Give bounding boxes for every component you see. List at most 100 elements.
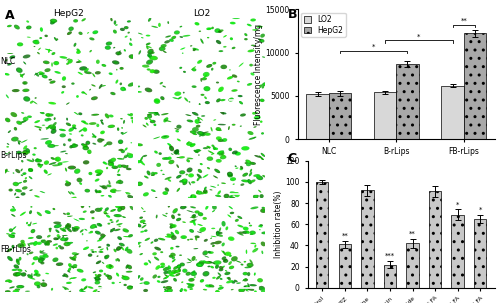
Text: ***: ***: [385, 253, 395, 259]
Ellipse shape: [144, 176, 148, 178]
Ellipse shape: [42, 75, 48, 78]
Text: HepG2: HepG2: [54, 9, 84, 18]
Ellipse shape: [136, 181, 143, 186]
Ellipse shape: [190, 174, 192, 176]
Ellipse shape: [220, 110, 224, 115]
Ellipse shape: [151, 174, 155, 176]
Ellipse shape: [167, 287, 170, 288]
Ellipse shape: [97, 174, 100, 175]
Ellipse shape: [95, 274, 98, 277]
Ellipse shape: [63, 77, 65, 80]
Ellipse shape: [76, 269, 84, 273]
Ellipse shape: [166, 288, 173, 292]
Ellipse shape: [170, 247, 173, 250]
Ellipse shape: [218, 153, 219, 154]
Ellipse shape: [81, 143, 85, 146]
Ellipse shape: [251, 285, 255, 286]
Ellipse shape: [170, 224, 172, 225]
Ellipse shape: [92, 73, 96, 77]
Ellipse shape: [244, 261, 246, 263]
Ellipse shape: [18, 182, 21, 184]
Ellipse shape: [140, 156, 143, 161]
Ellipse shape: [198, 212, 203, 216]
Ellipse shape: [125, 27, 128, 28]
Ellipse shape: [208, 261, 215, 264]
Ellipse shape: [29, 242, 34, 245]
Ellipse shape: [64, 273, 68, 278]
Ellipse shape: [260, 208, 267, 213]
Ellipse shape: [155, 100, 159, 102]
Ellipse shape: [80, 288, 83, 291]
Ellipse shape: [255, 245, 256, 247]
Ellipse shape: [239, 225, 242, 227]
Ellipse shape: [231, 197, 234, 199]
Ellipse shape: [153, 69, 160, 74]
Ellipse shape: [162, 174, 164, 175]
Ellipse shape: [236, 153, 240, 155]
Ellipse shape: [98, 236, 104, 240]
Ellipse shape: [162, 97, 164, 99]
Ellipse shape: [240, 168, 242, 170]
Ellipse shape: [262, 207, 264, 209]
Ellipse shape: [43, 280, 44, 281]
Ellipse shape: [240, 183, 244, 186]
Ellipse shape: [204, 272, 208, 275]
Ellipse shape: [188, 239, 189, 240]
Ellipse shape: [175, 151, 178, 153]
Ellipse shape: [53, 208, 54, 210]
Ellipse shape: [163, 158, 164, 159]
Ellipse shape: [98, 275, 100, 276]
Ellipse shape: [216, 29, 219, 32]
Ellipse shape: [116, 205, 119, 207]
Ellipse shape: [66, 212, 70, 215]
Ellipse shape: [256, 175, 263, 180]
Bar: [374, 92, 396, 139]
Ellipse shape: [250, 169, 252, 173]
Ellipse shape: [104, 211, 107, 215]
Ellipse shape: [78, 112, 82, 115]
Ellipse shape: [40, 255, 46, 260]
Ellipse shape: [67, 271, 70, 273]
Ellipse shape: [107, 215, 109, 217]
Ellipse shape: [172, 97, 179, 99]
Ellipse shape: [160, 44, 166, 48]
Ellipse shape: [88, 253, 92, 257]
Ellipse shape: [9, 281, 12, 282]
Ellipse shape: [248, 180, 250, 183]
Ellipse shape: [38, 164, 43, 168]
Ellipse shape: [130, 117, 134, 119]
Ellipse shape: [46, 273, 48, 274]
Ellipse shape: [228, 215, 230, 217]
Ellipse shape: [7, 53, 14, 54]
Ellipse shape: [12, 226, 16, 230]
Ellipse shape: [250, 234, 254, 235]
Ellipse shape: [13, 272, 20, 277]
Ellipse shape: [210, 151, 213, 153]
Ellipse shape: [94, 277, 98, 279]
Ellipse shape: [202, 271, 209, 276]
Ellipse shape: [252, 248, 258, 253]
Ellipse shape: [218, 287, 224, 290]
Ellipse shape: [238, 217, 241, 218]
Ellipse shape: [82, 127, 87, 132]
Ellipse shape: [46, 113, 54, 117]
Ellipse shape: [254, 126, 256, 128]
Ellipse shape: [46, 49, 50, 51]
Ellipse shape: [78, 179, 81, 181]
Ellipse shape: [44, 243, 46, 246]
Ellipse shape: [3, 170, 10, 172]
Ellipse shape: [230, 22, 235, 25]
Ellipse shape: [252, 45, 254, 46]
Ellipse shape: [244, 162, 248, 164]
Ellipse shape: [218, 227, 221, 232]
Ellipse shape: [147, 46, 152, 48]
Ellipse shape: [79, 182, 82, 185]
Ellipse shape: [100, 249, 102, 250]
Ellipse shape: [130, 43, 132, 45]
Ellipse shape: [164, 136, 166, 137]
Ellipse shape: [102, 162, 105, 164]
Ellipse shape: [154, 98, 160, 104]
Ellipse shape: [110, 73, 112, 74]
Ellipse shape: [53, 221, 61, 224]
Ellipse shape: [70, 144, 78, 148]
